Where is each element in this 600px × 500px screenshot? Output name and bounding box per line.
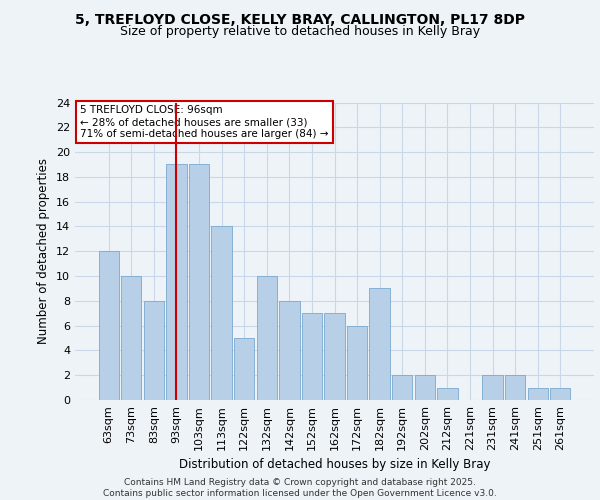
Bar: [437, 388, 458, 400]
Y-axis label: Number of detached properties: Number of detached properties: [37, 158, 50, 344]
Bar: [392, 375, 412, 400]
Bar: [98, 252, 119, 400]
Bar: [166, 164, 187, 400]
Bar: [550, 388, 571, 400]
Bar: [144, 301, 164, 400]
Text: Contains HM Land Registry data © Crown copyright and database right 2025.
Contai: Contains HM Land Registry data © Crown c…: [103, 478, 497, 498]
Bar: [505, 375, 525, 400]
Bar: [370, 288, 390, 400]
Bar: [257, 276, 277, 400]
Bar: [527, 388, 548, 400]
X-axis label: Distribution of detached houses by size in Kelly Bray: Distribution of detached houses by size …: [179, 458, 490, 471]
Bar: [325, 313, 344, 400]
Text: 5, TREFLOYD CLOSE, KELLY BRAY, CALLINGTON, PL17 8DP: 5, TREFLOYD CLOSE, KELLY BRAY, CALLINGTO…: [75, 12, 525, 26]
Bar: [482, 375, 503, 400]
Bar: [347, 326, 367, 400]
Text: Size of property relative to detached houses in Kelly Bray: Size of property relative to detached ho…: [120, 25, 480, 38]
Bar: [234, 338, 254, 400]
Bar: [211, 226, 232, 400]
Bar: [121, 276, 142, 400]
Text: 5 TREFLOYD CLOSE: 96sqm
← 28% of detached houses are smaller (33)
71% of semi-de: 5 TREFLOYD CLOSE: 96sqm ← 28% of detache…: [80, 106, 329, 138]
Bar: [415, 375, 435, 400]
Bar: [189, 164, 209, 400]
Bar: [302, 313, 322, 400]
Bar: [279, 301, 299, 400]
